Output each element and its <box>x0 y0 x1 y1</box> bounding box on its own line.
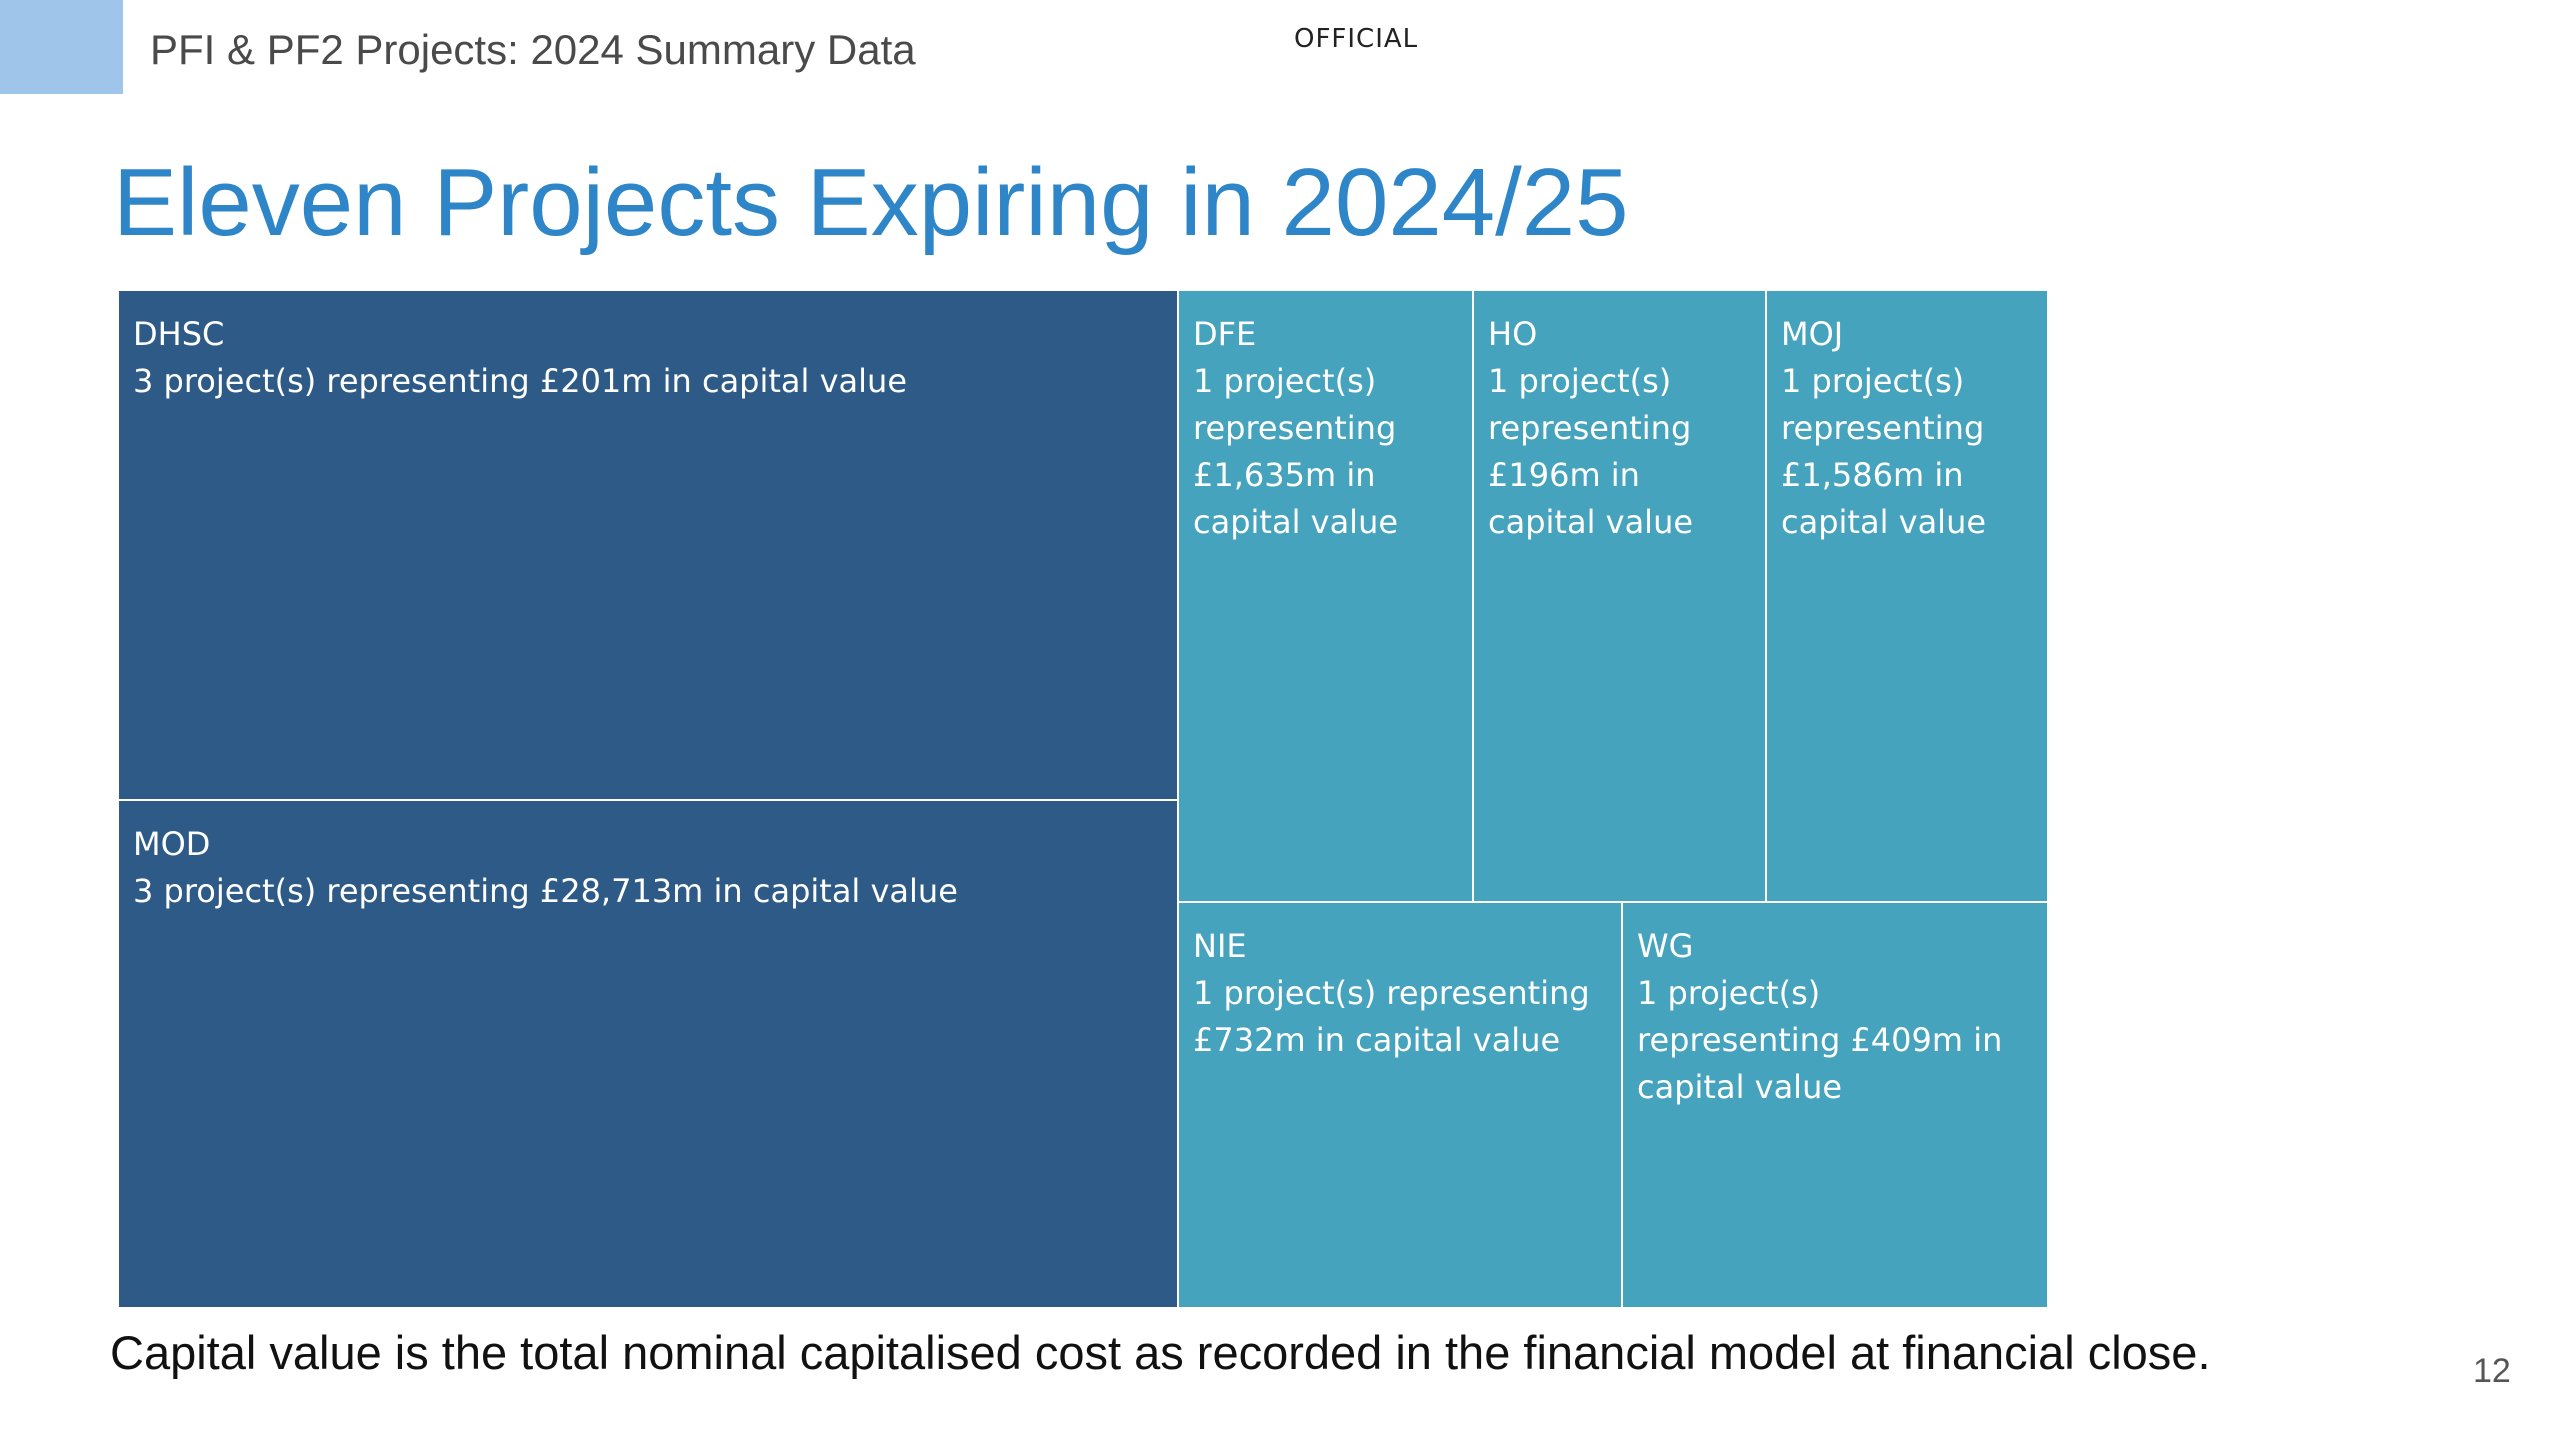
corner-accent-block <box>0 0 123 94</box>
treemap-tile-label: 1 project(s) representing £1,635m in cap… <box>1193 362 1399 541</box>
treemap-tile-ho: HO 1 project(s) representing £196m in cap… <box>1473 290 1766 902</box>
treemap-tile-dhsc: DHSC 3 project(s) representing £201m in c… <box>118 290 1178 800</box>
treemap-tile-label: 3 project(s) representing £28,713m in ca… <box>133 872 958 910</box>
treemap-tile-name: DHSC <box>133 315 225 353</box>
page-number: 12 <box>2473 1352 2511 1390</box>
treemap-tile-label: 3 project(s) representing £201m in capit… <box>133 362 907 400</box>
treemap-tile-name: DFE <box>1193 315 1257 353</box>
treemap-tile-name: WG <box>1637 927 1694 965</box>
treemap-tile-label: 1 project(s) representing £196m in capit… <box>1488 362 1694 541</box>
treemap-tile-nie: NIE 1 project(s) representing £732m in ca… <box>1178 902 1622 1308</box>
treemap-tile-label: 1 project(s) representing £732m in capit… <box>1193 974 1590 1059</box>
treemap-tile-label: 1 project(s) representing £1,586m in cap… <box>1781 362 1987 541</box>
footnote: Capital value is the total nominal capit… <box>110 1326 2211 1379</box>
treemap-tile-label: 1 project(s) representing £409m in capit… <box>1637 974 2003 1106</box>
header-title: PFI & PF2 Projects: 2024 Summary Data <box>150 26 916 73</box>
treemap-chart: DHSC 3 project(s) representing £201m in c… <box>118 290 2048 1308</box>
page-title: Eleven Projects Expiring in 2024/25 <box>113 149 1629 256</box>
treemap-tile-name: MOD <box>133 825 211 863</box>
treemap-tile-name: NIE <box>1193 927 1247 965</box>
treemap-tile-name: HO <box>1488 315 1538 353</box>
classification-label: OFFICIAL <box>1294 24 1419 54</box>
treemap-tile-mod: MOD 3 project(s) representing £28,713m in… <box>118 800 1178 1308</box>
treemap-tile-dfe: DFE 1 project(s) representing £1,635m in … <box>1178 290 1473 902</box>
treemap-tile-moj: MOJ 1 project(s) representing £1,586m in … <box>1766 290 2048 902</box>
treemap-tile-name: MOJ <box>1781 315 1844 353</box>
treemap-tile-wg: WG 1 project(s) representing £409m in cap… <box>1622 902 2048 1308</box>
